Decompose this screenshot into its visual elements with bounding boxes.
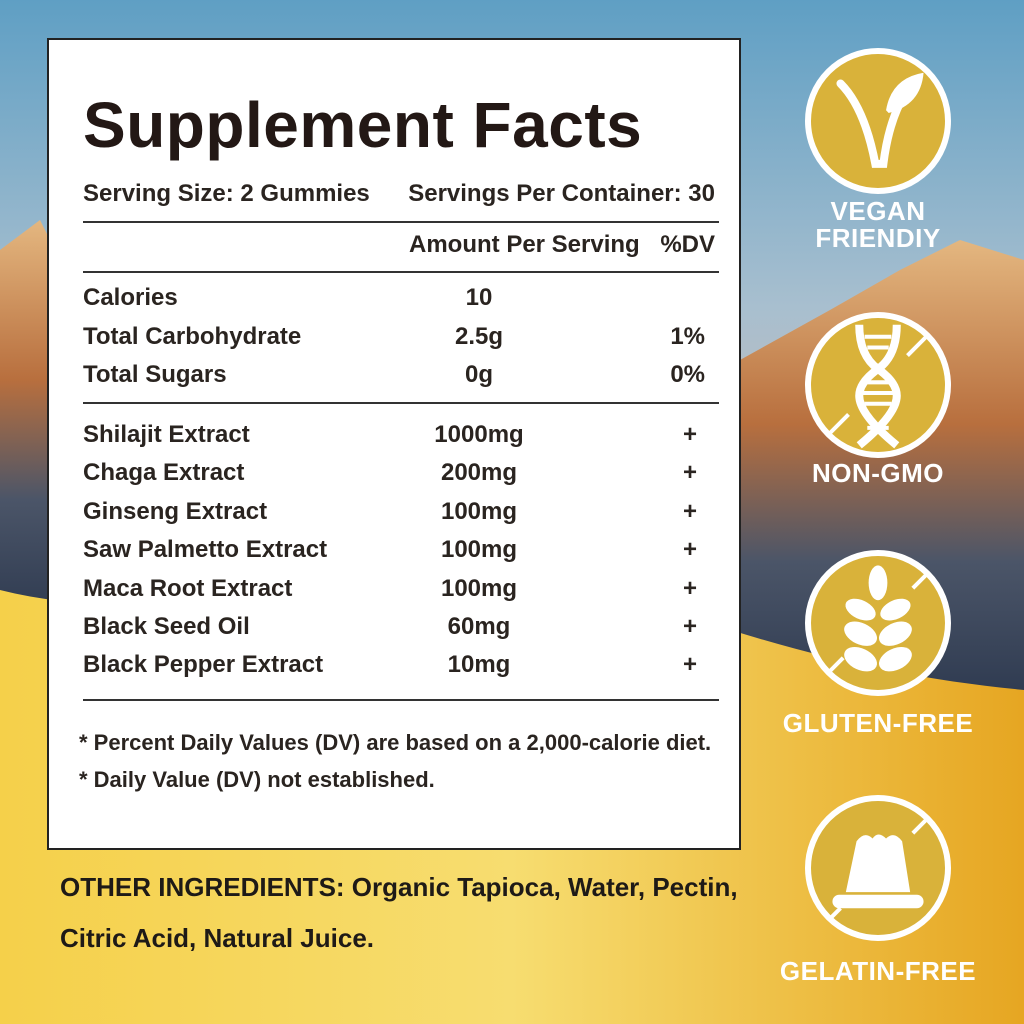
daily-value: +	[682, 421, 697, 448]
ingredient-name: Black Seed Oil	[83, 613, 250, 640]
dv-header: %DV	[660, 231, 715, 258]
amount: 100mg	[440, 497, 518, 525]
panel-title: Supplement Facts	[83, 89, 643, 161]
daily-value: +	[682, 613, 697, 640]
servings-per-container: Servings Per Container: 30	[408, 180, 715, 207]
ingredient-name: Maca Root Extract	[83, 574, 293, 602]
ingredient-name: Black Pepper Extract	[83, 651, 324, 679]
amount-header: Amount Per Serving	[409, 231, 640, 258]
amount: 1000mg	[434, 421, 524, 448]
vegan-leaf-icon	[805, 48, 951, 194]
serving-size: Serving Size: 2 Gummies	[83, 180, 370, 207]
amount: 10mg	[447, 651, 511, 679]
amount: 10	[465, 284, 493, 311]
supplement-facts-panel: Supplement Facts Serving Size: 2 Gummies…	[47, 38, 741, 850]
daily-value: +	[682, 536, 697, 564]
daily-value: +	[682, 651, 697, 679]
daily-value: +	[682, 497, 697, 525]
amount: 100mg	[440, 536, 518, 564]
nutrient-name: Total Sugars	[83, 361, 227, 388]
amount: 0g	[464, 361, 494, 388]
badge-label: GLUTEN-FREE	[782, 708, 974, 738]
divider	[83, 699, 719, 701]
nutrient-name: Calories	[83, 284, 178, 311]
daily-value: +	[682, 459, 697, 487]
nutrient-name: Total Carbohydrate	[83, 322, 302, 350]
wheat-crossed-icon	[805, 550, 951, 696]
footnote: * Daily Value (DV) not established.	[79, 767, 435, 792]
divider	[83, 402, 719, 404]
ingredient-name: Saw Palmetto Extract	[83, 536, 328, 564]
amount: 2.5g	[454, 322, 504, 350]
other-ingredients: Citric Acid, Natural Juice.	[60, 923, 375, 953]
amount: 60mg	[447, 613, 511, 640]
daily-value: +	[682, 574, 697, 602]
footnote: * Percent Daily Values (DV) are based on…	[79, 730, 712, 755]
other-ingredients: OTHER INGREDIENTS: Organic Tapioca, Wate…	[60, 872, 738, 902]
ingredient-name: Shilajit Extract	[83, 421, 250, 448]
amount: 200mg	[440, 459, 518, 487]
amount: 100mg	[440, 574, 518, 602]
badge-label: GELATIN-FREE	[779, 956, 977, 986]
divider	[83, 271, 719, 273]
dna-crossed-icon	[805, 312, 951, 458]
gelatin-crossed-icon	[805, 795, 951, 941]
badge-label: VEGAN	[830, 196, 926, 226]
divider	[83, 221, 719, 223]
badge-label: FRIENDIY	[815, 223, 941, 253]
daily-value: 0%	[670, 361, 705, 388]
badge-label: NON-GMO	[811, 458, 945, 488]
ingredient-name: Chaga Extract	[83, 459, 245, 487]
daily-value: 1%	[670, 322, 705, 350]
ingredient-name: Ginseng Extract	[83, 497, 268, 525]
